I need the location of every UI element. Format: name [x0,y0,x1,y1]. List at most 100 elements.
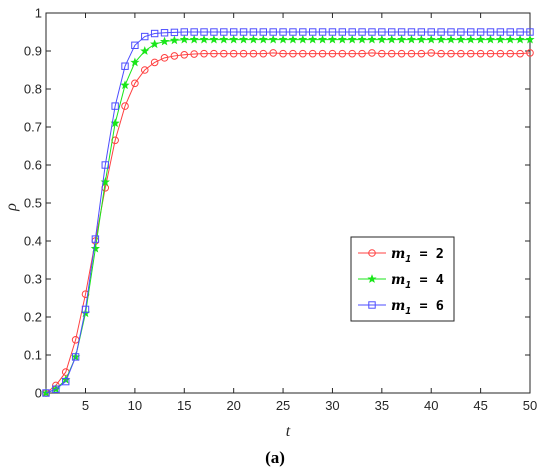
data-point [298,34,308,44]
data-point [189,34,199,44]
data-point [91,235,100,243]
y-tick-label: 0.7 [24,120,42,135]
data-point [427,28,435,36]
data-point [289,28,297,36]
x-tick-label: 15 [177,398,191,413]
data-point [496,49,505,58]
data-point [170,52,179,60]
data-point [486,49,495,58]
data-point [170,28,179,37]
data-point [338,28,347,36]
data-point [62,377,70,386]
series-3 [42,28,534,397]
data-point [328,49,337,58]
data-point [347,34,357,44]
data-point [209,34,219,44]
data-point [140,66,149,74]
data-point [141,32,149,41]
data-point [476,28,485,36]
x-axis-label: t [286,423,291,440]
data-point [249,28,258,36]
data-point [308,34,318,44]
y-tick-label: 1 [35,6,42,21]
data-point [120,80,130,90]
data-point [180,28,188,36]
y-tick-label: 0.3 [24,272,42,287]
y-tick-label: 0.2 [24,310,42,325]
data-point [437,28,445,36]
data-point [239,49,248,58]
data-point [338,49,347,58]
data-point [327,34,338,44]
data-point [476,34,486,44]
data-point [160,54,169,62]
data-point [358,28,366,36]
legend-swatch-marker [368,301,376,309]
data-point [279,28,287,36]
data-point [447,28,455,36]
data-point [317,34,328,44]
data-point [467,28,475,36]
data-point [130,57,140,67]
legend-label-suffix: = 4 [411,272,444,288]
data-point [427,49,436,57]
data-point [387,34,397,44]
data-point [308,49,317,58]
data-point [111,102,119,110]
data-point [436,34,446,44]
data-point [100,177,110,187]
data-point [496,28,505,36]
legend-label-subscript: 1 [405,306,411,317]
data-point [229,34,239,44]
x-tick-label: 30 [325,398,339,413]
axes-frame [45,12,531,394]
data-point [219,34,229,44]
data-point [150,39,160,49]
data-point [318,49,327,58]
data-point [269,49,277,57]
data-point [337,34,347,44]
data-point [268,34,278,44]
x-axis-ticks: 5 10 15 20 25 30 35 40 45 50 [82,13,537,413]
data-point [279,49,287,58]
data-point [289,49,297,58]
data-point [190,50,198,58]
data-point [368,28,376,36]
y-tick-label: 0.4 [24,234,42,249]
data-point [269,28,277,36]
y-tick-label: 0.8 [24,82,42,97]
legend-label: m1 = 4 [391,272,444,291]
data-point [150,29,159,38]
x-tick-label: 25 [276,398,290,413]
legend-swatch-marker [367,274,377,283]
data-point [200,49,208,58]
data-point [160,29,169,37]
data-point [525,34,535,44]
data-point [239,28,248,36]
data-point [169,35,180,45]
x-tick-label: 50 [523,398,537,413]
data-point [526,49,534,57]
data-point [456,34,466,44]
data-point [308,28,317,36]
legend-label: m1 = 6 [391,298,444,317]
data-point [516,49,524,58]
x-tick-label: 40 [424,398,438,413]
data-point [71,353,80,361]
data-point [131,79,139,88]
data-point [90,243,100,253]
data-point [101,161,109,169]
data-point [388,28,396,36]
x-tick-label: 10 [128,398,142,413]
data-point [229,28,238,36]
data-point [367,34,377,44]
data-point [52,385,60,393]
data-point [457,28,465,36]
data-point [299,49,307,58]
legend-label-prefix: m [391,246,405,262]
data-point [426,34,436,44]
data-point [516,28,524,36]
legend-label-prefix: m [391,298,405,314]
y-tick-label: 0 [35,386,42,401]
